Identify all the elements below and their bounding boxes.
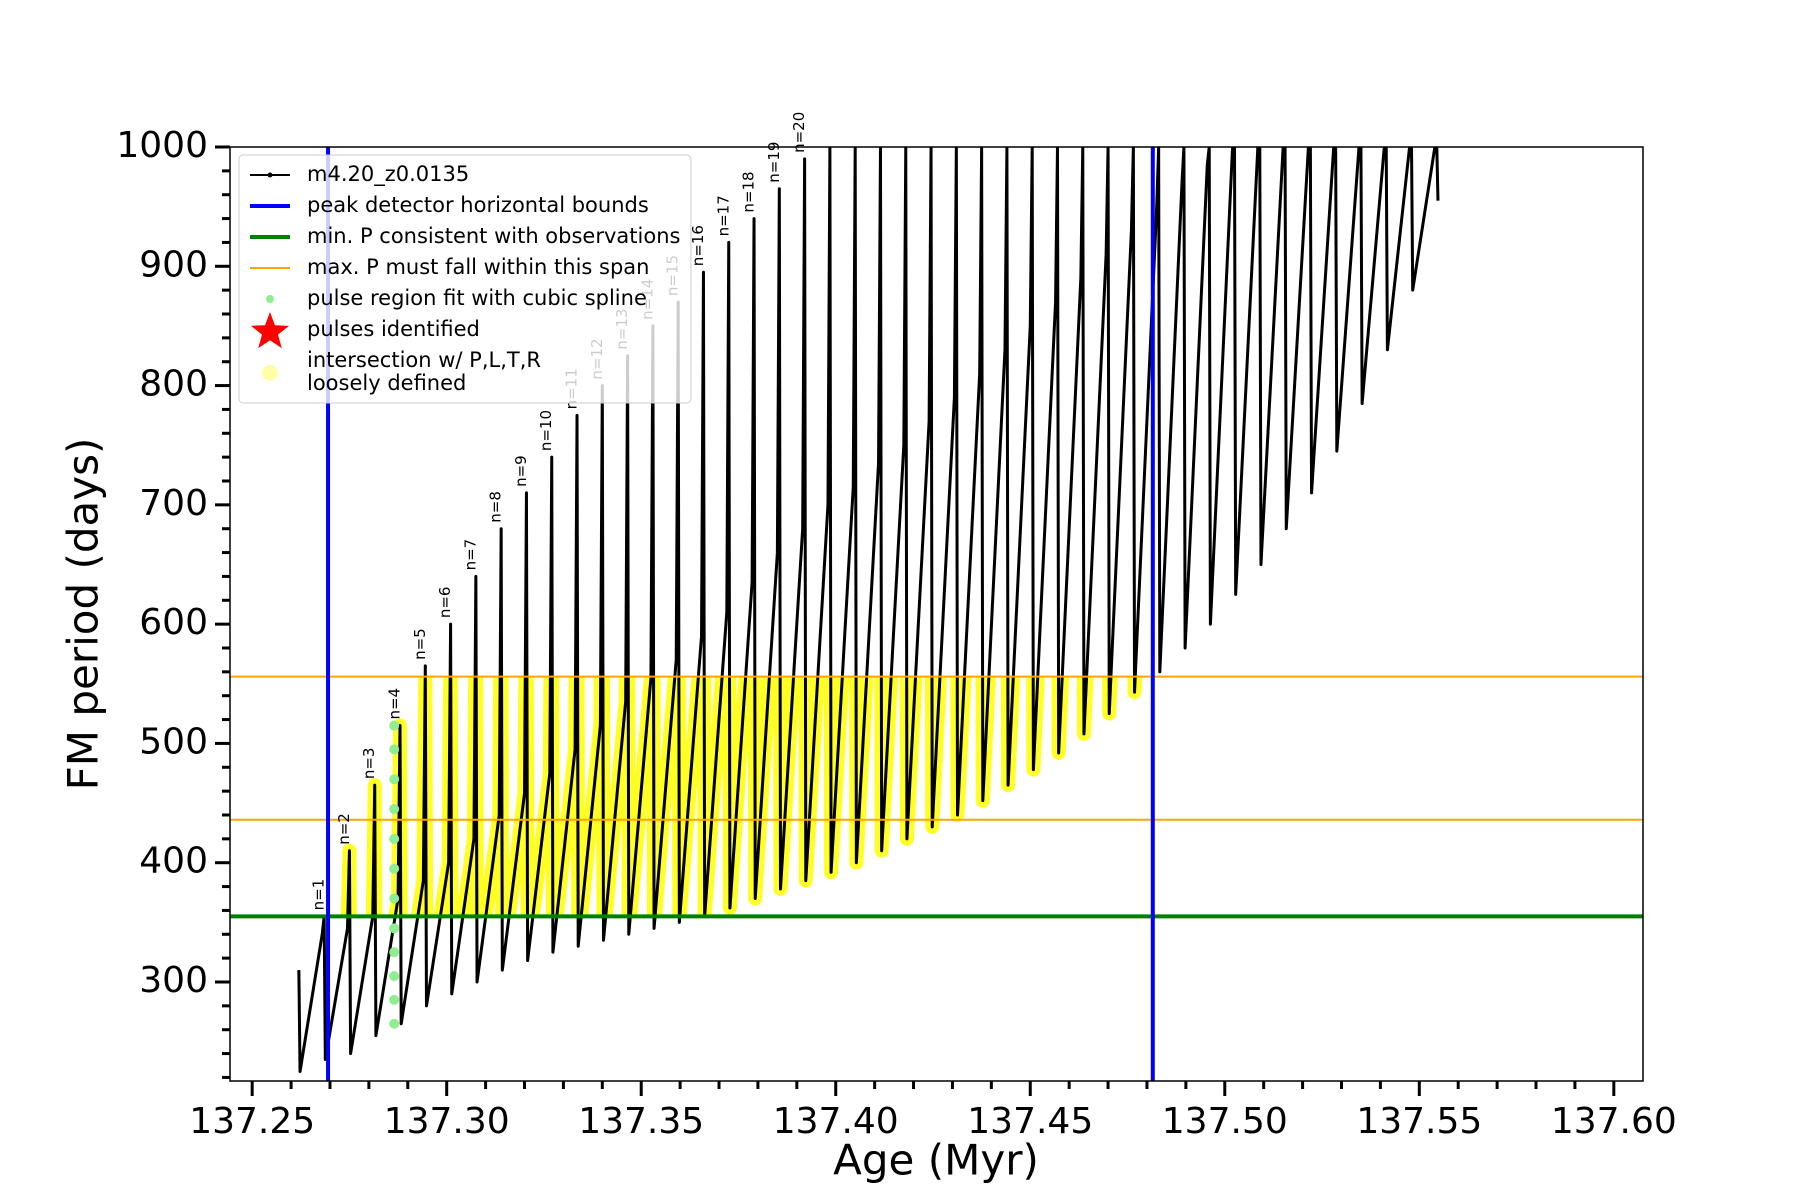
- legend-label: loosely defined: [307, 371, 466, 395]
- y-tick-label: 700: [139, 483, 208, 524]
- series-line: [297, 147, 1440, 1073]
- pulse-label: n=5: [411, 628, 429, 660]
- x-tick-label: 137.40: [773, 1101, 899, 1142]
- legend-label: intersection w/ P,L,T,R: [307, 348, 541, 372]
- y-tick-label: 800: [139, 364, 208, 405]
- x-tick-label: 137.60: [1551, 1101, 1677, 1142]
- x-tick-label: 137.50: [1162, 1101, 1288, 1142]
- pulse-label: n=8: [487, 491, 505, 523]
- scatter-point: [389, 971, 400, 982]
- legend-handle: [266, 295, 274, 303]
- pulse-label: n=16: [689, 225, 707, 266]
- pulse-label: n=3: [360, 748, 378, 780]
- legend-label: peak detector horizontal bounds: [307, 193, 649, 217]
- pulse-label: n=6: [436, 587, 454, 619]
- scatter-point: [389, 1018, 400, 1029]
- pulse-label: n=1: [310, 879, 328, 911]
- scatter-point: [389, 744, 400, 755]
- pulse-label: n=4: [386, 688, 404, 720]
- legend-handle: [250, 312, 290, 349]
- pulse-label: n=18: [740, 171, 758, 212]
- legend-box: [238, 154, 692, 404]
- y-tick-label: 500: [139, 721, 208, 762]
- scatter-point: [389, 774, 400, 785]
- scatter-point: [389, 994, 400, 1005]
- scatter-point: [389, 893, 400, 904]
- x-tick-label: 137.55: [1356, 1101, 1482, 1142]
- scatter-point: [389, 923, 400, 934]
- legend-handle-dot: [267, 172, 273, 178]
- legend-label: pulse region fit with cubic spline: [307, 286, 647, 310]
- pulse-label: n=17: [714, 195, 732, 236]
- y-tick-label: 600: [139, 602, 208, 643]
- x-axis-label: Age (Myr): [833, 1136, 1039, 1185]
- scatter-point: [389, 947, 400, 958]
- pulse-label: n=2: [335, 813, 353, 845]
- scatter-point: [389, 804, 400, 815]
- plot-frame: [229, 146, 1644, 1082]
- scatter-point: [389, 720, 400, 731]
- pulse-label: n=20: [790, 112, 808, 153]
- x-tick-label: 137.25: [189, 1101, 315, 1142]
- x-tick-label: 137.45: [967, 1101, 1093, 1142]
- legend-label: min. P consistent with observations: [307, 224, 680, 248]
- y-tick-label: 300: [139, 960, 208, 1001]
- legend-handle: [262, 365, 278, 381]
- legend-label: m4.20_z0.0135: [307, 162, 469, 187]
- plot-area: [297, 147, 1440, 1073]
- y-tick-label: 400: [139, 841, 208, 882]
- pulse-label: n=19: [765, 142, 783, 183]
- y-tick-label: 900: [139, 244, 208, 285]
- pulse-label: n=9: [512, 455, 530, 487]
- y-tick-label: 1000: [116, 125, 208, 166]
- legend-label: pulses identified: [307, 317, 480, 341]
- x-tick-label: 137.35: [578, 1101, 704, 1142]
- scatter-point: [389, 833, 400, 844]
- scatter-point: [389, 863, 400, 874]
- x-tick-label: 137.30: [384, 1101, 510, 1142]
- y-axis-label: FM period (days): [59, 438, 108, 791]
- legend-label: max. P must fall within this span: [307, 255, 649, 279]
- pulse-label: n=10: [537, 410, 555, 451]
- pulse-label: n=7: [461, 539, 479, 571]
